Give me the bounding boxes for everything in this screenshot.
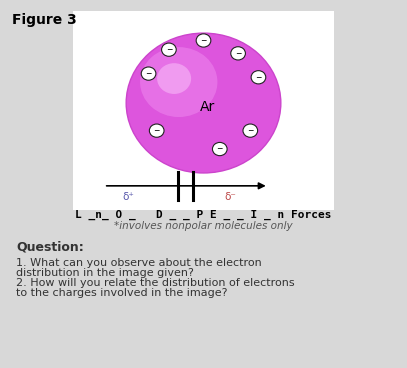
Circle shape: [141, 67, 156, 80]
Circle shape: [231, 47, 245, 60]
Text: δ⁺: δ⁺: [122, 192, 134, 202]
Circle shape: [126, 33, 281, 173]
Circle shape: [140, 47, 217, 117]
Circle shape: [212, 142, 227, 156]
Text: Figure 3: Figure 3: [12, 13, 77, 27]
Bar: [73, 11, 334, 210]
Text: Ar: Ar: [200, 100, 215, 114]
Text: −: −: [217, 145, 223, 153]
Text: to the charges involved in the image?: to the charges involved in the image?: [16, 289, 228, 298]
Text: 1. What can you observe about the electron: 1. What can you observe about the electr…: [16, 258, 262, 268]
Circle shape: [149, 124, 164, 137]
Circle shape: [243, 124, 258, 137]
Text: *involves nonpolar molecules only: *involves nonpolar molecules only: [114, 221, 293, 231]
Circle shape: [162, 43, 176, 56]
Text: δ⁻: δ⁻: [224, 192, 236, 202]
Text: −: −: [145, 69, 152, 78]
Text: −: −: [166, 45, 172, 54]
Text: −: −: [247, 126, 254, 135]
Circle shape: [196, 34, 211, 47]
Text: L _n_ O _   D _ _ P E _ _ I _ n Forces: L _n_ O _ D _ _ P E _ _ I _ n Forces: [75, 210, 332, 220]
Text: distribution in the image given?: distribution in the image given?: [16, 268, 194, 278]
Circle shape: [251, 71, 266, 84]
Text: −: −: [255, 73, 262, 82]
Text: 2. How will you relate the distribution of electrons: 2. How will you relate the distribution …: [16, 278, 295, 289]
Text: Question:: Question:: [16, 240, 84, 253]
Text: −: −: [200, 36, 207, 45]
Circle shape: [157, 63, 191, 94]
Text: −: −: [235, 49, 241, 58]
Text: −: −: [153, 126, 160, 135]
